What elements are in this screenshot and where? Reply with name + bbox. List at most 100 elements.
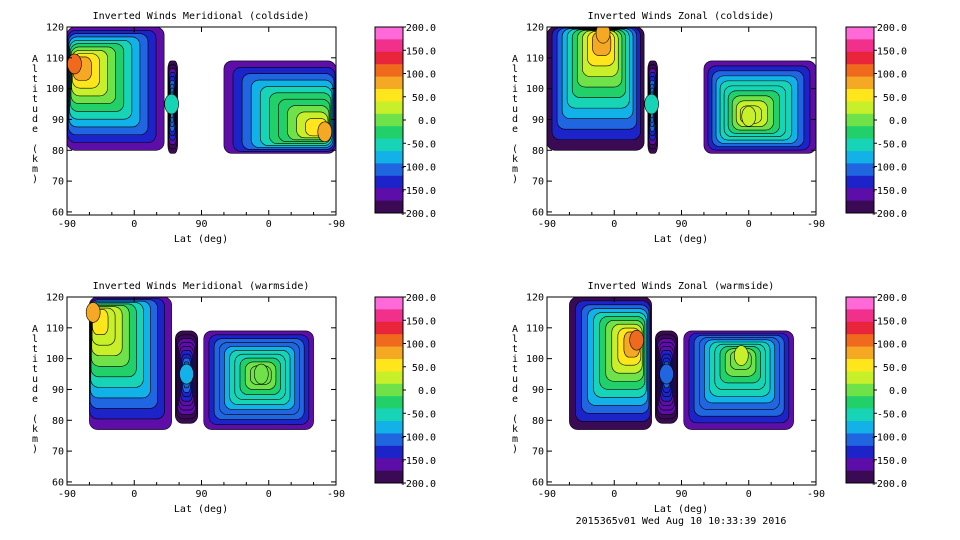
y-tick-label: 110 [526, 323, 544, 334]
colorbar-swatch [846, 458, 874, 472]
colorbar-label: -200.0 [871, 209, 907, 220]
colorbar-swatch [846, 334, 874, 348]
colorbar-swatch [375, 408, 403, 422]
colorbar-swatch [846, 470, 874, 484]
colorbar-swatch [375, 51, 403, 65]
colorbar-swatch [375, 89, 403, 102]
colorbar-swatch [375, 39, 403, 53]
colorbar-swatch [846, 163, 874, 177]
x-tick-label: -90 [58, 489, 76, 500]
x-axis-label: Lat (deg) [654, 504, 708, 515]
y-tick-label: 120 [526, 23, 544, 34]
colorbar-label: -50.0 [406, 139, 436, 150]
colorbar-label: -150.0 [871, 186, 907, 197]
y-tick-label: 90 [52, 115, 64, 126]
panel-zonal-warmside: Inverted Winds Zonal (warmside) -90 0 90 0 -… [512, 281, 825, 515]
contour-segment [644, 60, 659, 154]
y-tick-label: 80 [532, 416, 544, 427]
colorbar-label: 150.0 [877, 316, 907, 327]
contour-segment [655, 330, 679, 424]
y-tick-label: 120 [526, 293, 544, 304]
contour-segment [203, 330, 314, 430]
x-tick-label: 0 [611, 489, 617, 500]
colorbar-swatch [846, 297, 874, 310]
footer-stamp: 2015365v01 Wed Aug 10 10:33:39 2016 [576, 516, 787, 527]
x-tick-label: 0 [746, 219, 752, 230]
x-tick-label: 90 [195, 489, 207, 500]
x-tick-label: 0 [266, 219, 272, 230]
colorbar-swatch [375, 458, 403, 472]
colorbar-swatch [375, 151, 403, 164]
colorbar-swatch [846, 321, 874, 335]
plot-area [547, 27, 816, 154]
plot-area [67, 27, 336, 154]
colorbar-label: 0.0 [889, 386, 907, 397]
colorbar-label: -200.0 [871, 479, 907, 490]
colorbar-label: 100.0 [877, 70, 907, 81]
contour-segment [164, 60, 179, 154]
contour-segment [175, 330, 199, 424]
colorbar-swatch [375, 396, 403, 410]
colorbar-label: 50.0 [412, 363, 436, 374]
colorbar-label: -200.0 [400, 479, 436, 490]
colorbar-label: 50.0 [883, 363, 907, 374]
colorbar-label: -100.0 [871, 433, 907, 444]
x-axis-label: Lat (deg) [174, 504, 228, 515]
colorbar-swatch [375, 113, 403, 127]
colorbar: 200.0 150.0 100.0 50.0 0.0 -50.0 -100.0 -150.0 -… [374, 23, 436, 220]
chart-title: Inverted Winds Meridional (warmside) [93, 281, 310, 292]
colorbar-swatch [375, 371, 403, 385]
chart-title: Inverted Winds Meridional (coldside) [93, 11, 310, 22]
colorbar-swatch [375, 470, 403, 484]
colorbar-swatch [846, 408, 874, 422]
colorbar-label: 0.0 [889, 116, 907, 127]
colorbar-label: 100.0 [877, 340, 907, 351]
colorbar-swatch [846, 200, 874, 214]
colorbar-swatch [375, 321, 403, 335]
peak-contour [644, 93, 659, 115]
colorbar-swatch [846, 51, 874, 65]
colorbar-swatch [846, 138, 874, 152]
peak-contour [85, 302, 101, 323]
colorbar-swatch [375, 421, 403, 434]
x-tick-label: 0 [131, 489, 137, 500]
colorbar-label: 200.0 [877, 293, 907, 304]
y-tick-label: 100 [526, 84, 544, 95]
y-tick-label: 70 [52, 177, 64, 188]
colorbar-label: -200.0 [400, 209, 436, 220]
contour-segment [703, 60, 816, 154]
peak-contour [67, 53, 82, 75]
colorbar-swatch [846, 89, 874, 102]
colorbar-swatch [846, 309, 874, 323]
colorbar-swatch [846, 188, 874, 202]
colorbar-swatch [375, 309, 403, 323]
colorbar-swatch [375, 445, 403, 459]
y-tick-label: 120 [46, 293, 64, 304]
peak-contour [317, 121, 333, 143]
colorbar-swatch [846, 113, 874, 127]
panel-meridional-coldside: Inverted Winds Meridional (coldside) -90… [32, 11, 345, 245]
y-tick-label: 100 [46, 84, 64, 95]
y-tick-label: 60 [532, 207, 544, 218]
colorbar-label: 50.0 [883, 93, 907, 104]
y-tick-label: 80 [52, 146, 64, 157]
plot-area [85, 297, 314, 430]
y-tick-label: 60 [532, 477, 544, 488]
colorbar-swatch [375, 383, 403, 397]
peak-contour [629, 329, 644, 351]
chart-title: Inverted Winds Zonal (warmside) [588, 281, 775, 292]
plot-area [569, 297, 794, 430]
colorbar-swatch [375, 175, 403, 189]
colorbar-swatch [375, 101, 403, 115]
colorbar-swatch [375, 188, 403, 202]
peak-contour [595, 27, 611, 44]
colorbar-label: 0.0 [418, 116, 436, 127]
colorbar-swatch [846, 433, 874, 447]
x-tick-label: 90 [195, 219, 207, 230]
x-tick-label: 0 [131, 219, 137, 230]
